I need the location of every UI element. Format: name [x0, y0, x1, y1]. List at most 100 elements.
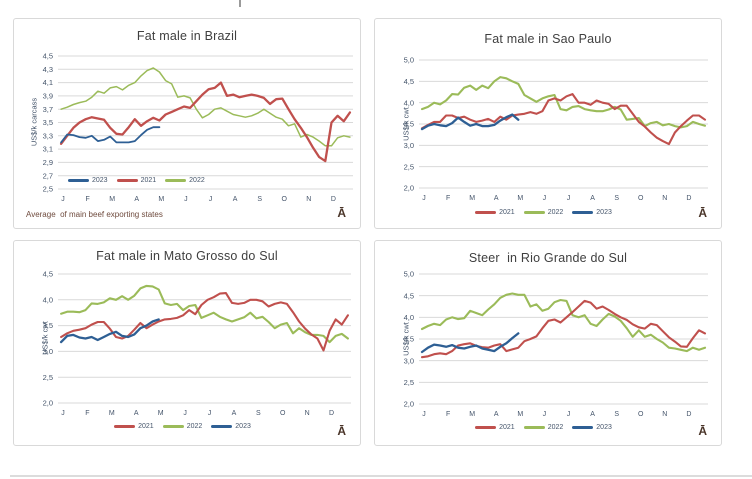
series-line-2023 — [420, 332, 520, 354]
series-line-2023 — [60, 126, 161, 144]
legend-label: 2021 — [138, 423, 154, 430]
chart-panel-mato-grosso: Fat male in Mato Grosso do Sul US$/k cwt… — [13, 240, 361, 446]
legend-swatch-2021 — [114, 425, 136, 428]
chart-title: Fat male in Brazil — [136, 29, 238, 43]
chart-title: Steer in Rio Grande do Sul — [468, 251, 628, 265]
x-month-label: J — [61, 410, 65, 417]
y-tick-label: 3,7 — [43, 105, 53, 114]
y-tick-label: 4,5 — [43, 270, 53, 279]
x-month-label: O — [282, 196, 288, 203]
legend-swatch-2021 — [116, 179, 138, 182]
y-tick-label: 4,1 — [43, 78, 53, 87]
chart-title: Fat male in Mato Grosso do Sul — [96, 249, 278, 263]
legend-label: 2022 — [189, 177, 205, 184]
legend-item-2023: 2023 — [572, 209, 612, 216]
x-month-label: J — [209, 196, 213, 203]
y-tick-label: 2,9 — [43, 158, 53, 167]
legend-item-2023: 2023 — [211, 423, 251, 430]
y-tick-label: 3,0 — [404, 141, 414, 150]
x-month-label: D — [686, 411, 691, 418]
corner-glyph: Ā — [337, 206, 346, 220]
y-tick-label: 4,5 — [404, 77, 414, 86]
y-tick-label: 2,5 — [43, 373, 53, 382]
y-tick-label: 5,0 — [404, 270, 414, 279]
y-tick-label: 4,0 — [404, 313, 414, 322]
y-tick-label: 2,0 — [404, 400, 414, 409]
chart-footnote: Average of main beef exporting states — [26, 210, 163, 219]
legend-swatch-2021 — [475, 426, 497, 429]
legend-swatch-2022 — [523, 426, 545, 429]
y-tick-label: 3,5 — [43, 321, 53, 330]
y-tick-label: 2,5 — [404, 378, 414, 387]
y-tick-label: 4,5 — [404, 291, 414, 300]
x-month-label: O — [280, 410, 286, 417]
x-month-label: M — [109, 410, 115, 417]
y-tick-label: 3,0 — [43, 347, 53, 356]
legend-label: 2022 — [186, 423, 203, 430]
x-month-label: S — [614, 195, 619, 202]
y-tick-label: 2,7 — [43, 171, 53, 180]
legend-swatch-2023 — [572, 426, 594, 429]
corner-glyph: Ā — [698, 206, 707, 220]
y-tick-label: 4,5 — [43, 52, 53, 61]
x-month-label: F — [446, 411, 450, 418]
x-month-label: J — [422, 411, 426, 418]
legend-label: 2021 — [499, 209, 515, 216]
legend: 2023 2021 2022 — [68, 177, 214, 184]
y-tick-label: 3,1 — [43, 145, 53, 154]
series-line-2021 — [59, 81, 352, 163]
x-month-label: N — [662, 411, 667, 418]
x-month-label: M — [517, 411, 523, 418]
x-month-label: A — [494, 195, 499, 202]
x-month-label: J — [567, 411, 571, 418]
series-line-2022 — [420, 292, 707, 353]
x-month-label: J — [61, 196, 65, 203]
series-line-2022 — [420, 76, 707, 129]
x-month-label: J — [543, 411, 547, 418]
y-tick-label: 2,0 — [404, 184, 414, 193]
legend: 2021 2022 2023 — [375, 424, 721, 431]
legend-item-2023: 2023 — [68, 177, 108, 184]
series-line-2021 — [420, 299, 707, 359]
x-month-label: O — [638, 411, 644, 418]
legend-item-2022: 2022 — [523, 424, 564, 431]
cropped-glyph-artifact — [239, 0, 241, 7]
series-line-2023 — [420, 113, 520, 131]
x-month-label: M — [109, 196, 115, 203]
series-line-2022 — [60, 67, 351, 147]
x-month-label: A — [494, 411, 499, 418]
series-line-2021 — [420, 93, 707, 146]
y-tick-label: 4,0 — [43, 295, 53, 304]
x-month-label: N — [305, 410, 310, 417]
legend-swatch-2022 — [165, 179, 187, 182]
x-month-label: F — [85, 410, 89, 417]
y-tick-label: 3,0 — [404, 356, 414, 365]
legend-item-2021: 2021 — [114, 423, 154, 430]
x-month-label: M — [517, 195, 523, 202]
legend-label: 2022 — [547, 424, 564, 431]
y-tick-label: 2,0 — [43, 399, 53, 408]
chart-panel-sao-paulo: Fat male in Sao Paulo US$/k cwt 5,0 4,5 4,… — [374, 18, 722, 229]
legend-label: 2023 — [235, 423, 251, 430]
x-month-label: D — [329, 410, 334, 417]
legend: 2021 2022 2023 — [14, 423, 360, 430]
x-month-label: A — [590, 195, 595, 202]
x-month-label: A — [134, 196, 139, 203]
legend-label: 2021 — [140, 177, 157, 184]
legend-swatch-2022 — [162, 425, 184, 428]
x-month-label: S — [257, 196, 262, 203]
y-tick-label: 4,3 — [43, 65, 53, 74]
legend-item-2021: 2021 — [475, 424, 515, 431]
y-tick-label: 3,5 — [43, 118, 53, 127]
plot-area-brazil: 4,5 4,3 4,1 3,9 3,7 3,5 3,3 3,1 2,9 2,7 2,5 J F M A M J J… — [43, 52, 353, 203]
series-line-2022 — [60, 284, 349, 344]
page-divider — [10, 475, 752, 477]
y-tick-label: 3,5 — [404, 120, 414, 129]
x-month-label: A — [233, 196, 238, 203]
x-month-label: D — [686, 195, 691, 202]
x-month-label: F — [85, 196, 89, 203]
legend-item-2022: 2022 — [165, 177, 205, 184]
y-tick-label: 2,5 — [404, 162, 414, 171]
legend-label: 2023 — [596, 424, 612, 431]
